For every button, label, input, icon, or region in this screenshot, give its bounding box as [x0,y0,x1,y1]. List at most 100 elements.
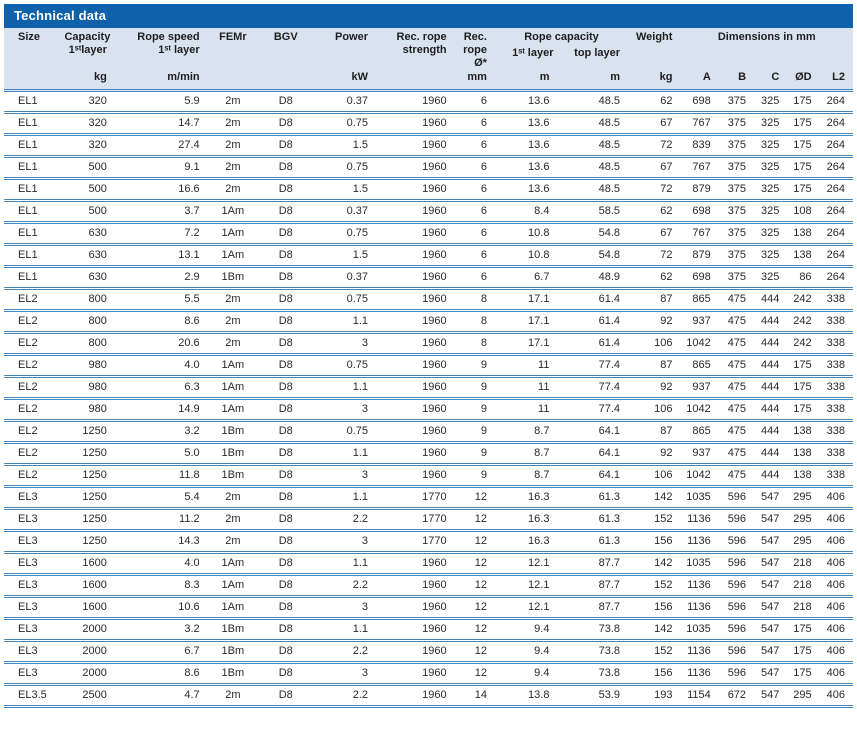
table-cell: D8 [258,134,314,158]
table-cell: 5.5 [114,288,208,312]
table-cell: 62 [628,90,681,114]
table-cell: D8 [258,244,314,268]
table-cell: 6 [454,222,495,246]
table-cell: 338 [819,332,853,356]
table-cell: 106 [628,464,681,488]
unit-rope-diameter: mm [454,71,495,91]
table-cell: 839 [680,134,719,158]
table-cell: EL1 [4,244,65,268]
table-cell: EL3 [4,508,65,532]
table-cell: 6.7 [494,266,558,290]
table-row: EL2 1250 11.8 1Bm D8 3 1960 9 8.7 64.1 106 1042 475 4… [4,464,853,488]
table-cell: D8 [258,310,314,334]
table-cell: 2500 [64,684,115,708]
table-cell: 142 [628,618,681,642]
table-cell: 1600 [64,574,115,598]
table-cell: 13.6 [494,134,558,158]
table-cell: 1Am [207,222,259,246]
table-row: EL2 800 5.5 2m D8 0.75 1960 8 17.1 61.4 87 865 475 44… [4,288,853,312]
table-cell: 48.5 [557,90,629,114]
table-cell: 3 [313,464,376,488]
table-cell: 596 [718,596,755,620]
table-cell: 375 [718,112,755,136]
table-cell: 0.37 [313,266,376,290]
table-cell: EL1 [4,222,65,246]
table-cell: 12 [454,618,495,642]
table-cell: 980 [64,398,115,422]
table-row: EL3 1600 10.6 1Am D8 3 1960 12 12.1 87.7 156 1136 59… [4,596,853,620]
table-cell: 2m [207,684,259,708]
table-cell: 937 [680,442,719,466]
table-row: EL2 1250 5.0 1Bm D8 1.1 1960 9 8.7 64.1 92 937 475 44… [4,442,853,466]
table-cell: 12 [454,640,495,664]
table-cell: 596 [718,530,755,554]
col-header-power: Power [313,28,376,71]
table-cell: 10.6 [114,596,208,620]
table-row: EL1 500 3.7 1Am D8 0.37 1960 6 8.4 58.5 62 698 375 32… [4,200,853,224]
table-cell: 1035 [680,618,719,642]
table-cell: 175 [787,398,820,422]
table-cell: 2m [207,90,259,114]
table-cell: 937 [680,376,719,400]
table-row: EL1 320 5.9 2m D8 0.37 1960 6 13.6 48.5 62 698 375 32… [4,90,853,114]
table-cell: 1042 [680,332,719,356]
table-cell: 1960 [376,574,455,598]
header-units-row: kg m/min kW mm m m kg A B C ØD L2 [4,71,853,91]
table-row: EL3 1600 8.3 1Am D8 2.2 1960 12 12.1 87.7 152 1136 5… [4,574,853,598]
table-cell: 27.4 [114,134,208,158]
table-cell: 6.7 [114,640,208,664]
table-cell: EL3 [4,662,65,686]
table-cell: 1154 [680,684,719,708]
table-cell: 17.1 [494,288,558,312]
table-cell: 2m [207,310,259,334]
table-cell: 547 [754,684,788,708]
table-cell: 325 [754,156,788,180]
table-cell: 937 [680,310,719,334]
table-cell: 865 [680,354,719,378]
table-cell: 295 [787,508,820,532]
table-cell: 64.1 [557,442,629,466]
table-cell: 444 [754,354,788,378]
table-row: EL3 1250 5.4 2m D8 1.1 1770 12 16.3 61.3 142 1035 59… [4,486,853,510]
table-cell: 1960 [376,266,455,290]
unit-rope-speed: m/min [114,71,208,91]
table-cell: 16.6 [114,178,208,202]
unit-capacity-first-layer: m [494,71,558,91]
table-cell: 295 [787,684,820,708]
subcol-dim-a: A [680,71,719,91]
table-cell: 338 [819,310,853,334]
table-cell: D8 [258,156,314,180]
table-cell: EL2 [4,376,65,400]
table-cell: D8 [258,508,314,532]
table-cell: 475 [718,398,755,422]
table-cell: 11.8 [114,464,208,488]
table-cell: 5.0 [114,442,208,466]
table-cell: 879 [680,178,719,202]
table-cell: 767 [680,156,719,180]
table-cell: 264 [819,156,853,180]
table-cell: 406 [819,574,853,598]
table-cell: 375 [718,200,755,224]
table-cell: 1.1 [313,486,376,510]
table-cell: 1Am [207,200,259,224]
table-cell: 547 [754,596,788,620]
table-cell: 3.2 [114,420,208,444]
table-cell: 2.9 [114,266,208,290]
unit-rope-strength [376,71,455,91]
table-cell: 12 [454,662,495,686]
table-cell: 242 [787,288,820,312]
table-cell: 14 [454,684,495,708]
table-cell: 444 [754,398,788,422]
table-cell: 48.5 [557,178,629,202]
table-cell: 9.1 [114,156,208,180]
table-cell: 338 [819,354,853,378]
table-cell: 0.75 [313,112,376,136]
table-cell: 87.7 [557,552,629,576]
table-cell: 338 [819,288,853,312]
table-cell: 3 [313,530,376,554]
table-cell: 630 [64,222,115,246]
table-cell: 6 [454,112,495,136]
table-cell: 2000 [64,618,115,642]
table-cell: 1250 [64,464,115,488]
table-cell: 2000 [64,662,115,686]
